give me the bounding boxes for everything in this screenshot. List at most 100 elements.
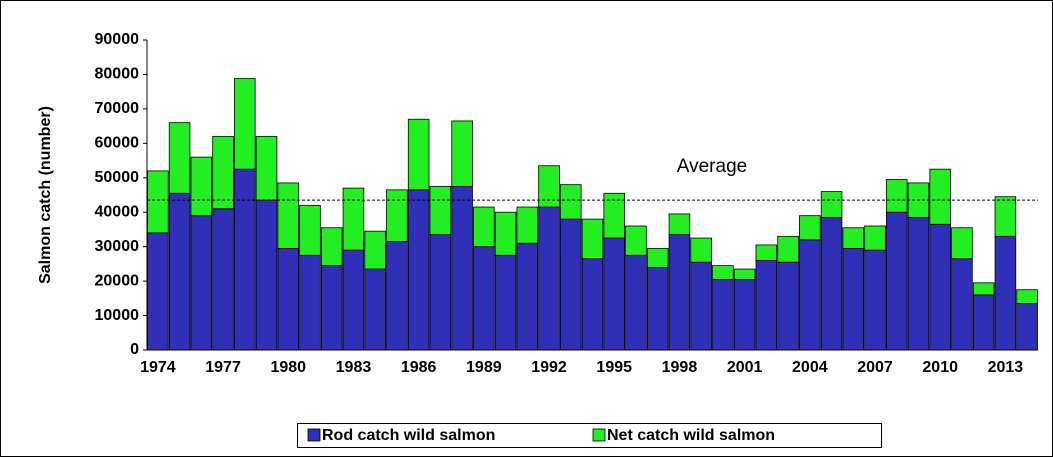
bar-segment <box>407 118 430 191</box>
bar-segment <box>255 199 278 351</box>
bar-segment <box>255 136 278 201</box>
bar-segment <box>342 249 365 351</box>
bar-segment <box>929 223 951 351</box>
bar-segment <box>168 192 191 351</box>
bar-segment <box>320 227 343 267</box>
bar-segment <box>277 182 300 249</box>
annotation: Average <box>677 156 747 177</box>
bar-segment <box>929 168 951 225</box>
bar-segment <box>799 239 821 351</box>
bar-segment <box>451 120 473 187</box>
x-tick-label: 2001 <box>727 359 763 376</box>
bar-segment <box>842 227 865 249</box>
bar-segment <box>234 168 256 351</box>
bar-segment <box>777 261 799 351</box>
y-tick-label: 30000 <box>95 238 140 255</box>
x-tick-label: 2004 <box>792 359 828 376</box>
x-tick-label: 1998 <box>662 359 698 376</box>
legend-swatch <box>307 428 321 442</box>
legend-label: Net catch wild salmon <box>607 427 775 444</box>
bar-segment <box>147 232 169 351</box>
bar-segment <box>386 189 408 242</box>
bar-segment <box>277 247 300 351</box>
legend-swatch <box>592 428 606 442</box>
y-tick-label: 40000 <box>95 203 140 220</box>
x-tick-label: 1977 <box>205 359 241 376</box>
bar-segment <box>712 278 734 351</box>
bar-segment <box>494 254 517 351</box>
bar-segment <box>364 268 386 351</box>
bar-segment <box>799 215 821 241</box>
y-tick-label: 90000 <box>95 31 140 48</box>
y-tick-label: 0 <box>130 341 139 358</box>
bar-segment <box>560 184 582 220</box>
bar-segment <box>190 215 213 351</box>
bar-segment <box>364 230 386 270</box>
bar-segment <box>733 278 756 351</box>
bar-segment <box>538 165 560 208</box>
bar-segment <box>755 260 778 351</box>
bar-segment <box>299 254 321 351</box>
bar-segment <box>885 179 908 213</box>
bar-segment <box>1016 303 1038 351</box>
x-tick-label: 2013 <box>988 359 1024 376</box>
y-tick-label: 80000 <box>95 66 140 83</box>
bar-segment <box>516 206 539 244</box>
x-tick-label: 1980 <box>270 359 306 376</box>
x-tick-label: 1983 <box>336 359 372 376</box>
x-tick-label: 1986 <box>401 359 437 376</box>
x-tick-label: 2007 <box>857 359 893 376</box>
legend-box <box>297 423 882 448</box>
bar-segment <box>168 122 191 194</box>
bar-segment <box>668 234 691 351</box>
bar-segment <box>907 216 930 351</box>
bar-segment <box>320 265 343 351</box>
bar-segment <box>603 192 625 239</box>
bar-segment <box>755 244 778 261</box>
x-tick-label: 1992 <box>531 359 567 376</box>
bar-segment <box>494 211 517 256</box>
bar-segment <box>581 258 604 351</box>
bar-segment <box>864 225 886 251</box>
bar-segment <box>994 235 1017 351</box>
bar-segment <box>190 156 213 217</box>
bar-segment <box>625 225 647 256</box>
bar-segment <box>690 261 712 351</box>
bar-segment <box>864 249 886 351</box>
bar-segment <box>885 211 908 351</box>
bar-segment <box>299 204 321 256</box>
y-tick-label: 50000 <box>95 169 140 186</box>
bar-segment <box>429 185 452 236</box>
bar-segment <box>342 187 365 251</box>
bar-segment <box>625 254 647 351</box>
bar-segment <box>820 216 843 351</box>
bar-segment <box>1016 289 1038 304</box>
x-tick-label: 1989 <box>466 359 502 376</box>
bar-segment <box>473 246 495 351</box>
bar-segment <box>668 213 691 236</box>
bar-segment <box>712 265 734 280</box>
bar-segment <box>407 189 430 351</box>
bar-segment <box>646 247 669 268</box>
bar-segment <box>603 237 625 351</box>
legend-label: Rod catch wild salmon <box>322 427 495 444</box>
x-tick-label: 1995 <box>596 359 632 376</box>
bar-segment <box>473 206 495 248</box>
bar-segment <box>994 196 1017 237</box>
bar-segment <box>820 191 843 218</box>
bar-segment <box>234 78 256 170</box>
bar-segment <box>147 170 169 234</box>
y-tick-label: 20000 <box>95 272 140 289</box>
bar-segment <box>429 234 452 351</box>
bar-segment <box>386 241 408 351</box>
bar-segment <box>842 247 865 351</box>
bar-segment <box>951 227 973 260</box>
x-tick-label: 2010 <box>922 359 958 376</box>
bar-segment <box>212 136 234 210</box>
bar-segment <box>690 237 712 263</box>
bar-segment <box>972 294 995 351</box>
bar-segment <box>451 185 473 351</box>
bar-segment <box>972 282 995 296</box>
y-tick-label: 10000 <box>95 307 140 324</box>
